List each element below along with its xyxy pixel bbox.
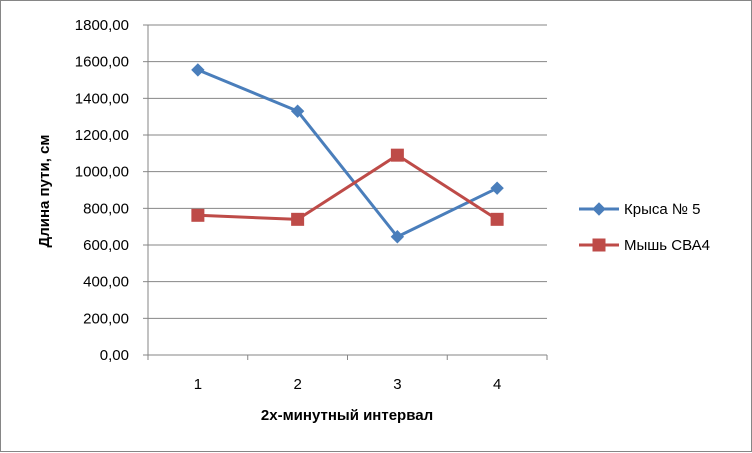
y-tick-label: 800,00 <box>83 200 129 217</box>
legend-label: Мышь СВА4 <box>624 237 710 254</box>
y-tick-label: 600,00 <box>83 237 129 254</box>
y-tick-label: 1400,00 <box>75 90 129 107</box>
legend-entry: Крыса № 5 <box>579 201 700 218</box>
y-axis-title: Длина пути, см <box>36 135 53 248</box>
y-tick-label: 400,00 <box>83 274 129 291</box>
y-axis-tick-labels: 0,00 200,00 400,00 600,00 800,00 1000,00 1200,… <box>75 17 129 364</box>
legend-marker <box>592 202 606 216</box>
data-point-marker <box>291 212 305 226</box>
x-tick-label: 2 <box>293 376 301 393</box>
y-tick-label: 200,00 <box>83 310 129 327</box>
data-point-marker <box>490 181 504 195</box>
series-line-2 <box>196 153 499 221</box>
data-point-marker <box>490 212 504 226</box>
x-axis-tick-labels: 1 2 3 4 <box>194 376 502 393</box>
y-tick-label: 0,00 <box>100 347 129 364</box>
data-point-marker <box>191 63 205 77</box>
y-tick-label: 1600,00 <box>75 54 129 71</box>
data-point-marker <box>390 230 405 244</box>
legend-label: Крыса № 5 <box>624 201 700 218</box>
series-lines <box>196 68 499 239</box>
x-axis-title: 2х-минутный интервал <box>261 407 433 424</box>
legend: Крыса № 5 Мышь СВА4 <box>579 201 710 254</box>
series-markers <box>191 63 504 244</box>
x-tick-label: 4 <box>493 376 501 393</box>
legend-marker <box>592 238 606 252</box>
y-tick-label: 1200,00 <box>75 127 129 144</box>
series-line-1 <box>196 68 499 239</box>
data-point-marker <box>390 148 404 162</box>
y-tick-label: 1000,00 <box>75 164 129 181</box>
data-point-marker <box>191 208 205 222</box>
y-tick-label: 1800,00 <box>75 17 129 34</box>
x-tick-label: 1 <box>194 376 202 393</box>
legend-entry: Мышь СВА4 <box>579 237 710 254</box>
data-point-marker <box>290 104 305 118</box>
x-tick-label: 3 <box>393 376 401 393</box>
